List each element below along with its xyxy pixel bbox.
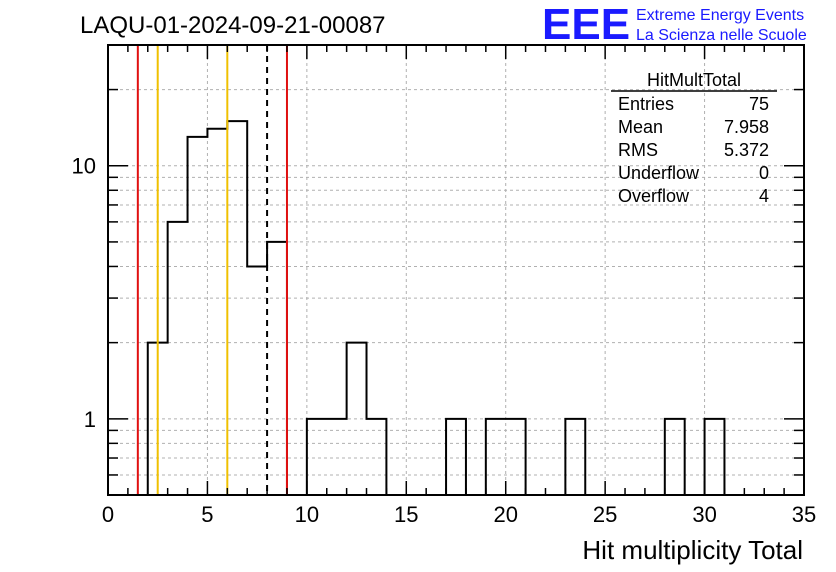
histogram-bar-group	[703, 417, 726, 495]
stats-box: HitMultTotal Entries 75 Mean 7.958 RMS 5…	[611, 70, 777, 206]
x-tick-label: 0	[102, 502, 114, 527]
y-tick-labels: 1 10	[72, 154, 96, 432]
eee-logo-letters: EEE	[542, 0, 630, 49]
eee-logo-line1: Extreme Energy Events	[636, 7, 804, 24]
stats-label-entries: Entries	[618, 94, 674, 114]
histogram-bar-group	[484, 417, 527, 495]
stats-value-entries: 75	[749, 94, 769, 114]
x-tick-label: 10	[295, 502, 319, 527]
stats-label-rms: RMS	[618, 140, 658, 160]
run-title: LAQU-01-2024-09-21-00087	[80, 12, 386, 39]
x-tick-label: 15	[394, 502, 418, 527]
stats-label-mean: Mean	[618, 117, 663, 137]
histogram-bar-group	[564, 417, 587, 495]
x-tick-label: 20	[493, 502, 517, 527]
y-tick-label: 1	[84, 407, 96, 432]
stats-label-underflow: Underflow	[618, 163, 700, 183]
stats-value-underflow: 0	[759, 163, 769, 183]
marker-lines	[136, 45, 288, 495]
x-tick-label: 25	[593, 502, 617, 527]
eee-logo: EEE Extreme Energy Events La Scienza nel…	[542, 0, 807, 49]
eee-logo-line2: La Scienza nelle Scuole	[636, 27, 807, 44]
histogram-bar-group	[445, 417, 467, 495]
x-axis-label: Hit multiplicity Total	[582, 535, 803, 565]
y-tick-label: 10	[72, 154, 96, 179]
x-tick-labels: 0 5 10 15 20 25 30 35	[102, 502, 816, 527]
histogram-bar-group	[305, 341, 388, 495]
stats-box-title: HitMultTotal	[647, 70, 741, 90]
histogram-bar-group	[663, 417, 686, 495]
x-tick-label: 35	[792, 502, 816, 527]
stats-value-mean: 7.958	[724, 117, 769, 137]
x-tick-label: 5	[201, 502, 213, 527]
histogram	[146, 120, 726, 495]
x-tick-label: 30	[692, 502, 716, 527]
stats-label-overflow: Overflow	[618, 186, 690, 206]
plot-frame	[107, 44, 805, 496]
grid	[108, 45, 804, 495]
stats-value-rms: 5.372	[724, 140, 769, 160]
stats-value-overflow: 4	[759, 186, 769, 206]
axis-ticks	[107, 45, 805, 495]
